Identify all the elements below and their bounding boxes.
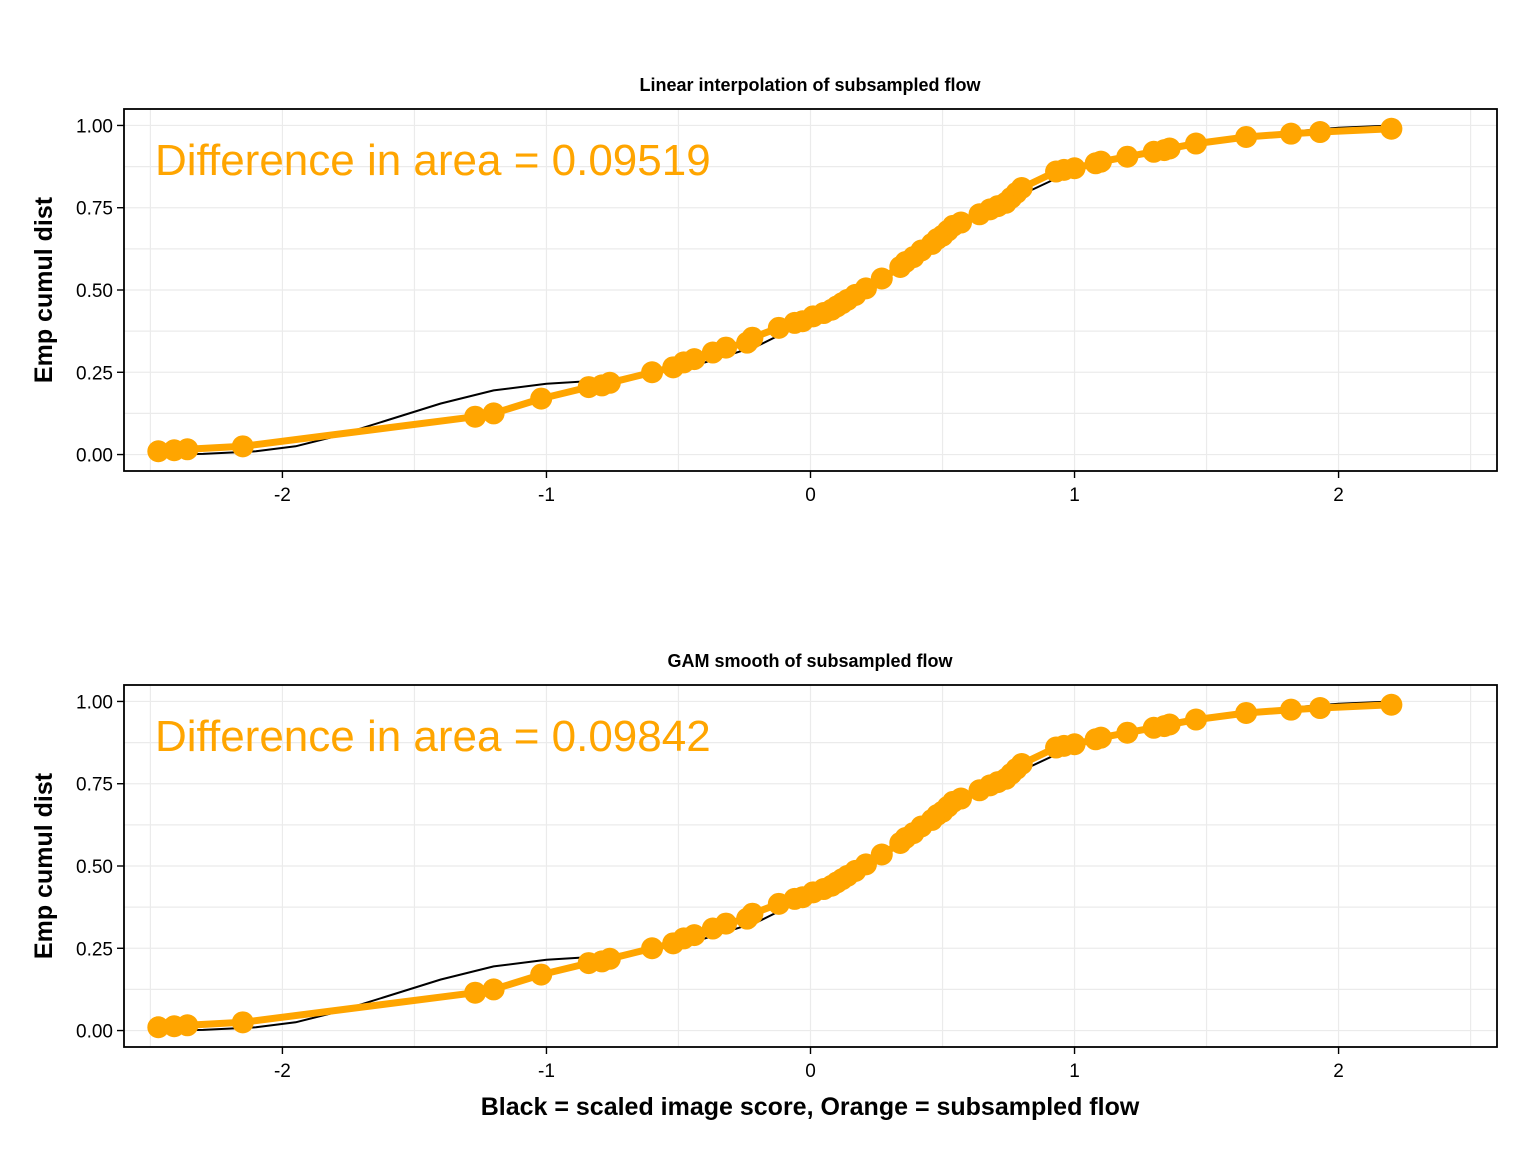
y-axis-label: Emp cumul dist — [30, 196, 58, 383]
subsampled-flow-point — [715, 912, 738, 935]
y-tick-label: 0.00 — [76, 1022, 113, 1043]
subsampled-flow-point — [530, 963, 553, 986]
subsampled-flow-point — [1309, 121, 1332, 144]
x-tick-label: 1 — [1069, 1061, 1080, 1082]
y-axis-label: Emp cumul dist — [30, 772, 58, 959]
subsampled-flow-point — [741, 326, 764, 349]
subsampled-flow-point — [482, 402, 505, 425]
y-tick-label: 0.75 — [76, 199, 113, 220]
x-tick-label: 1 — [1069, 485, 1080, 506]
y-tick-label: 0.50 — [76, 857, 113, 878]
subsampled-flow-point — [464, 981, 487, 1004]
subsampled-flow-point — [1380, 117, 1403, 140]
subsampled-flow-point — [1235, 125, 1258, 148]
x-tick-label: -1 — [538, 485, 555, 506]
grid — [124, 685, 1497, 1047]
chart-panel-gam: GAM smooth of subsampled flow -2 -1 0 1 2 0.0… — [30, 651, 1498, 1121]
chart-panel-linear: Linear interpolation of subsampled flow … — [30, 75, 1498, 506]
subsampled-flow-point — [231, 435, 254, 458]
series-group — [147, 117, 1403, 463]
x-tick-label: 2 — [1333, 485, 1344, 506]
area-difference-annotation: Difference in area = 0.09842 — [155, 712, 711, 761]
subsampled-flow-point — [1089, 726, 1112, 749]
subsampled-flow-point — [1280, 698, 1303, 721]
subsampled-flow-point — [950, 211, 973, 234]
subsampled-flow-point — [598, 947, 621, 970]
series-group — [147, 693, 1403, 1039]
subsampled-flow-point — [683, 924, 706, 947]
subsampled-flow-point — [231, 1011, 254, 1034]
axes: -2 -1 0 1 2 0.00 0.25 0.50 0.75 1.00 — [76, 692, 1344, 1082]
y-tick-label: 0.75 — [76, 775, 113, 796]
subsampled-flow-point — [1158, 137, 1181, 160]
subsampled-flow-point — [641, 361, 664, 384]
grid — [124, 109, 1497, 471]
subsampled-flow-point — [176, 1014, 199, 1037]
y-tick-label: 1.00 — [76, 116, 113, 137]
x-tick-label: 0 — [805, 1061, 816, 1082]
y-tick-label: 0.00 — [76, 446, 113, 467]
subsampled-flow-point — [464, 405, 487, 428]
subsampled-flow-point — [1309, 697, 1332, 720]
subsampled-flow-point — [530, 387, 553, 410]
y-tick-label: 0.50 — [76, 281, 113, 302]
subsampled-flow-point — [683, 348, 706, 371]
subsampled-flow-point — [1116, 721, 1139, 744]
subsampled-flow-point — [1116, 145, 1139, 168]
subsampled-flow-point — [1010, 176, 1033, 199]
panel-title: Linear interpolation of subsampled flow — [639, 75, 981, 95]
x-tick-label: -2 — [274, 485, 291, 506]
subsampled-flow-point — [1184, 708, 1207, 731]
subsampled-flow-point — [1380, 693, 1403, 716]
subsampled-flow-point — [870, 843, 893, 866]
subsampled-flow-point — [1280, 122, 1303, 145]
y-tick-label: 1.00 — [76, 692, 113, 713]
subsampled-flow-point — [1063, 733, 1086, 756]
subsampled-flow-point — [870, 267, 893, 290]
subsampled-flow-point — [1063, 157, 1086, 180]
subsampled-flow-point — [741, 902, 764, 925]
x-tick-label: -2 — [274, 1061, 291, 1082]
subsampled-flow-point — [1158, 713, 1181, 736]
x-tick-label: 0 — [805, 485, 816, 506]
subsampled-flow-point — [854, 277, 877, 300]
subsampled-flow-point — [715, 336, 738, 359]
subsampled-flow-point — [854, 853, 877, 876]
x-tick-label: -1 — [538, 1061, 555, 1082]
area-difference-annotation: Difference in area = 0.09519 — [155, 136, 711, 185]
x-axis-label: Black = scaled image score, Orange = sub… — [481, 1093, 1140, 1121]
subsampled-flow-point — [176, 438, 199, 461]
y-tick-label: 0.25 — [76, 363, 113, 384]
subsampled-flow-point — [1184, 132, 1207, 155]
subsampled-flow-point — [482, 978, 505, 1001]
y-tick-label: 0.25 — [76, 939, 113, 960]
subsampled-flow-point — [598, 371, 621, 394]
subsampled-flow-point — [950, 787, 973, 810]
subsampled-flow-point — [147, 440, 170, 463]
subsampled-flow-point — [1235, 701, 1258, 724]
x-tick-label: 2 — [1333, 1061, 1344, 1082]
subsampled-flow-point — [147, 1016, 170, 1039]
subsampled-flow-point — [641, 937, 664, 960]
panel-title: GAM smooth of subsampled flow — [667, 651, 953, 671]
subsampled-flow-point — [1010, 752, 1033, 775]
subsampled-flow-point — [1089, 150, 1112, 173]
axes: -2 -1 0 1 2 0.00 0.25 0.50 0.75 1.00 — [76, 116, 1344, 506]
